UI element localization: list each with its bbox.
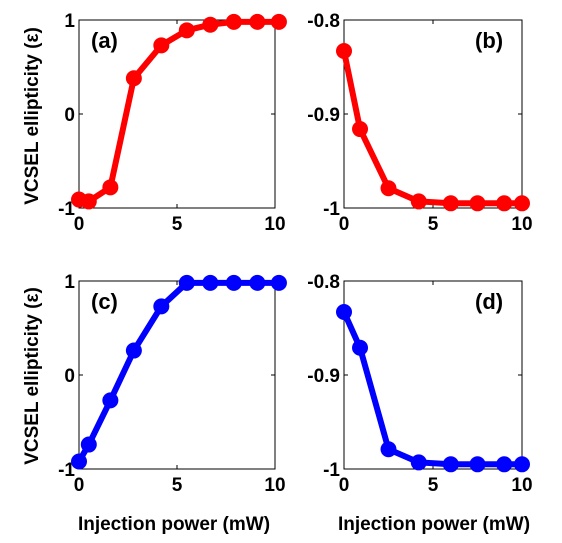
data-point (410, 193, 427, 210)
series-line (78, 18, 279, 205)
x-tick-label: 0 (74, 475, 85, 496)
data-point (153, 37, 170, 54)
x-axis-label: Injection power (mW) (338, 514, 530, 535)
data-point (380, 441, 397, 458)
data-point (178, 22, 195, 39)
panel-label: (a) (91, 28, 118, 53)
data-point (125, 342, 142, 359)
data-point (380, 180, 397, 197)
series-line (341, 50, 522, 207)
x-tick-label: 5 (172, 214, 183, 235)
y-tick-label: 1 (64, 11, 75, 32)
data-point (336, 304, 352, 321)
y-tick-label: -0.9 (307, 366, 340, 387)
data-point (225, 13, 242, 30)
y-tick-label: 0 (64, 105, 75, 126)
y-axis-label: VCSEL ellipticity (ε) (22, 27, 43, 205)
x-axis-label: Injection power (mW) (78, 514, 270, 535)
data-point (496, 456, 513, 473)
panel-label: (d) (475, 289, 503, 314)
data-point (514, 195, 530, 212)
panel-d: 0 5 10 -1 -0.9 -0.8 (d) Injection power (mW) (307, 272, 532, 535)
data-point (102, 179, 119, 196)
x-tick-label: 5 (428, 475, 439, 496)
y-tick-label: -1 (323, 460, 340, 481)
x-tick-label: 0 (74, 214, 85, 235)
data-point (249, 274, 266, 291)
data-point (270, 13, 287, 30)
data-point (496, 195, 513, 212)
x-tick-label: 0 (339, 475, 350, 496)
data-point (80, 436, 97, 453)
y-tick-label: -0.8 (307, 11, 340, 32)
data-point (514, 456, 530, 473)
y-tick-label: -1 (58, 460, 75, 481)
data-point (153, 298, 170, 315)
x-tick-label: 5 (428, 214, 439, 235)
data-point (249, 13, 266, 30)
data-point (202, 16, 219, 33)
panel-b: 0 5 10 -1 -0.9 -0.8 (b) (307, 11, 532, 235)
data-point (225, 274, 242, 291)
y-axis-label: VCSEL ellipticity (ε) (22, 287, 43, 465)
x-tick-label: 10 (264, 214, 285, 235)
data-point (80, 193, 97, 210)
panel-c: 0 5 10-101(c)VCSEL ellipticity (ε)Injectio… (22, 272, 287, 535)
data-point (71, 453, 87, 470)
data-point (178, 274, 195, 291)
y-tick-label: -1 (58, 199, 75, 220)
data-point (469, 195, 486, 212)
y-tick-label: -1 (323, 199, 340, 220)
y-tick-label: 0 (64, 366, 75, 387)
data-point (442, 195, 459, 212)
x-tick-label: 10 (511, 214, 532, 235)
panel-a: 0 5 10-101(a)VCSEL ellipticity (ε) (22, 11, 287, 235)
data-point (410, 454, 427, 471)
data-point (202, 274, 219, 291)
series-line (76, 279, 279, 463)
data-point (442, 456, 459, 473)
x-tick-label: 5 (172, 475, 183, 496)
x-tick-label: 10 (264, 475, 285, 496)
data-point (336, 43, 352, 60)
y-tick-label: -0.9 (307, 105, 340, 126)
x-tick-label: 10 (511, 475, 532, 496)
panel-label: (b) (475, 28, 503, 53)
data-point (352, 339, 369, 356)
data-point (270, 274, 287, 291)
data-point (352, 121, 369, 138)
series-line (341, 310, 522, 468)
data-point (125, 70, 142, 87)
y-tick-label: 1 (64, 272, 75, 293)
panel-label: (c) (91, 289, 118, 314)
data-point (469, 456, 486, 473)
y-tick-label: -0.8 (307, 272, 340, 293)
x-tick-label: 0 (339, 214, 350, 235)
data-point (102, 392, 119, 409)
